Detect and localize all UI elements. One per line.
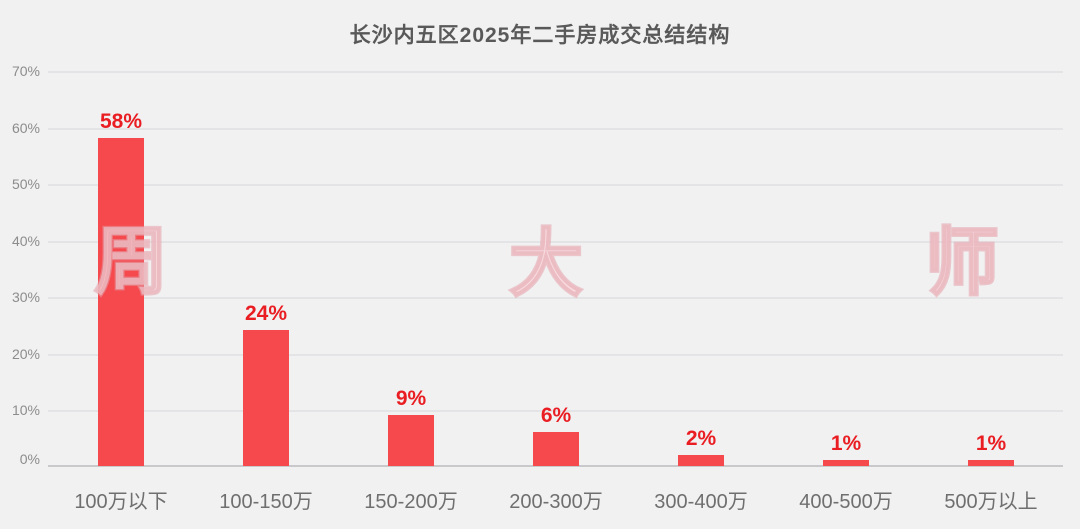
- bar-100-150万: [243, 330, 289, 466]
- bar-400-500万: [823, 460, 869, 466]
- gridline-0%: [48, 465, 1063, 467]
- y-axis-tick-30%: 30%: [11, 289, 40, 305]
- gridline-60%: [48, 128, 1063, 130]
- chart-title: 长沙内五区2025年二手房成交总结结构: [349, 24, 731, 47]
- y-axis-tick-60%: 60%: [11, 120, 40, 136]
- gridline-50%: [48, 184, 1063, 186]
- x-axis-tick-100-150万: 100-150万: [219, 491, 313, 513]
- y-axis-tick-50%: 50%: [11, 176, 40, 192]
- bar-500万以上: [968, 460, 1014, 466]
- gridline-40%: [48, 241, 1063, 243]
- x-axis-tick-500万以上: 500万以上: [944, 491, 1038, 513]
- bar-value-label-150-200万: 9%: [395, 387, 427, 410]
- gridline-10%: [48, 410, 1063, 412]
- bar-150-200万: [388, 415, 434, 466]
- bar-value-label-400-500万: 1%: [830, 432, 862, 455]
- bar-value-label-100万以下: 58%: [99, 110, 143, 133]
- plot-area: 0% 10% 20% 30% 40% 50% 60% 70% 58% 100万以下 24% 100-1…: [12, 63, 1063, 513]
- x-axis-tick-200-300万: 200-300万: [509, 491, 603, 513]
- bar-value-label-200-300万: 6%: [540, 404, 572, 427]
- y-axis-tick-70%: 70%: [11, 63, 40, 79]
- y-axis-tick-20%: 20%: [11, 346, 40, 362]
- gridline-70%: [48, 71, 1063, 73]
- x-axis-tick-400-500万: 400-500万: [799, 491, 893, 513]
- bar-300-400万: [678, 455, 724, 466]
- gridline-30%: [48, 297, 1063, 299]
- bar-200-300万: [533, 432, 579, 466]
- bar-value-label-100-150万: 24%: [244, 302, 288, 325]
- y-axis-tick-10%: 10%: [11, 402, 40, 418]
- x-axis-tick-100万以下: 100万以下: [74, 491, 168, 513]
- bar-value-label-300-400万: 2%: [685, 427, 717, 450]
- gridline-20%: [48, 354, 1063, 356]
- bar-100万以下: [98, 138, 144, 466]
- x-axis-tick-150-200万: 150-200万: [364, 491, 458, 513]
- y-axis-tick-0%: 0%: [19, 451, 40, 467]
- y-axis-tick-40%: 40%: [11, 233, 40, 249]
- bar-value-label-500万以上: 1%: [975, 432, 1007, 455]
- x-axis-tick-300-400万: 300-400万: [654, 491, 748, 513]
